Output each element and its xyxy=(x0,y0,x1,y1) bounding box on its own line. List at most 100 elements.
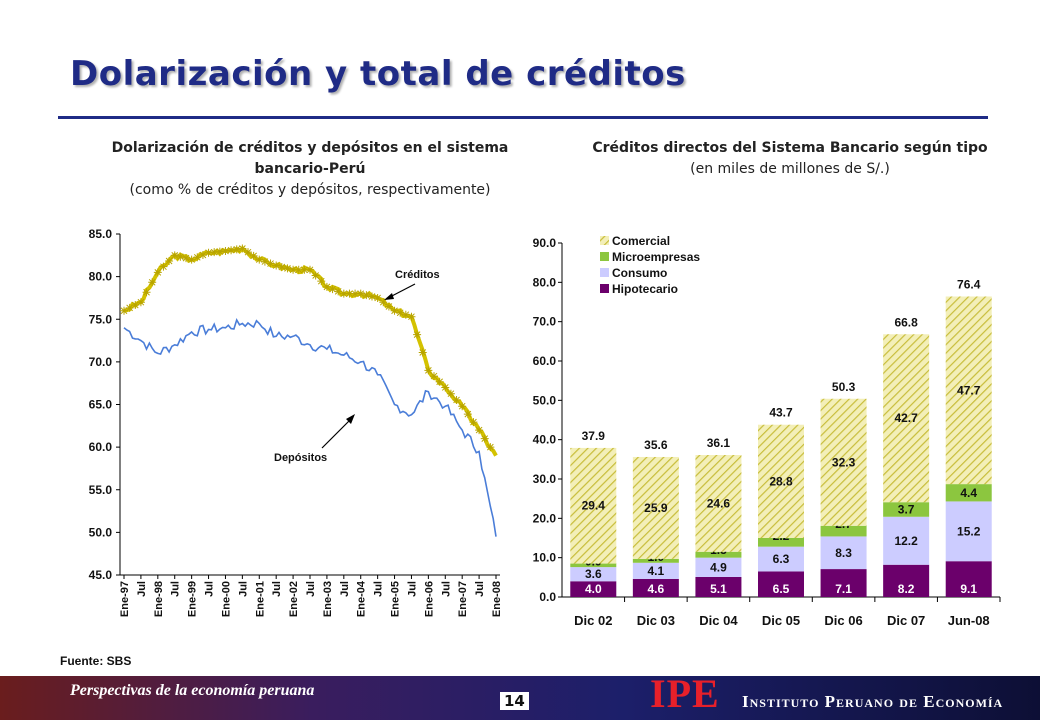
y-tick-label: 80.0 xyxy=(533,275,557,289)
bar-consumo-2 xyxy=(695,557,742,577)
y-tick-label: 20.0 xyxy=(533,511,557,525)
x-tick-label: Ene-01 xyxy=(254,581,266,617)
creditos-marker xyxy=(283,264,292,273)
series-creditos-line xyxy=(123,245,498,457)
bar-total-label: 35.6 xyxy=(644,438,668,452)
x-tick-label: Jul xyxy=(474,581,486,597)
bar-label-hipotecario: 4.0 xyxy=(585,582,602,596)
creditos-marker xyxy=(345,289,354,298)
creditos-marker xyxy=(198,251,207,260)
bar-label-consumo: 4.9 xyxy=(710,560,727,574)
creditos-marker xyxy=(424,366,433,375)
right-chart-header: Créditos directos del Sistema Bancario s… xyxy=(560,138,1020,180)
bar-label-comercial: 24.6 xyxy=(707,496,731,510)
creditos-marker xyxy=(446,389,455,398)
bar-total-label: 76.4 xyxy=(957,277,981,291)
creditos-marker xyxy=(317,277,326,286)
y-tick-label: 80.0 xyxy=(89,270,113,284)
creditos-marker xyxy=(221,247,230,256)
creditos-marker xyxy=(480,434,489,443)
creditos-marker xyxy=(153,268,162,277)
y-tick-label: 65.0 xyxy=(89,398,113,412)
bar-microempresas-5 xyxy=(883,502,930,517)
creditos-marker xyxy=(187,255,196,264)
creditos-marker xyxy=(249,251,258,260)
bar-total-label: 50.3 xyxy=(832,380,856,394)
y-tick-label: 50.0 xyxy=(89,525,113,539)
x-tick-label: Ene-04 xyxy=(356,580,368,617)
bar-consumo-1 xyxy=(632,562,679,579)
creditos-marker xyxy=(244,248,252,257)
bar-comercial-1 xyxy=(632,456,679,559)
y-tick-label: 60.0 xyxy=(533,354,557,368)
x-tick-label: Jul xyxy=(339,581,351,597)
legend-label-consumo: Consumo xyxy=(612,266,667,280)
bar-consumo-3 xyxy=(758,546,804,572)
y-tick-label: 85.0 xyxy=(89,227,113,241)
creditos-marker xyxy=(322,282,331,291)
creditos-marker xyxy=(131,301,140,310)
annotation-creditos: Créditos xyxy=(395,269,440,281)
bar-label-comercial: 29.4 xyxy=(582,499,606,513)
legend-label-microempresas: Microempresas xyxy=(612,250,700,264)
y-tick-label: 50.0 xyxy=(533,393,557,407)
bar-hipotecario-5 xyxy=(883,564,930,597)
creditos-marker xyxy=(334,287,343,296)
creditos-marker xyxy=(193,253,202,262)
bar-comercial-6 xyxy=(945,296,992,485)
bar-hipotecario-4 xyxy=(820,569,867,597)
annotation-depositos: Depósitos xyxy=(274,452,327,464)
bar-label-consumo: 4.1 xyxy=(648,564,665,578)
bar-total-label: 66.8 xyxy=(894,315,918,329)
y-tick-label: 40.0 xyxy=(533,433,557,447)
legend-swatch-hipotecario xyxy=(600,284,609,293)
bar-hipotecario-1 xyxy=(632,578,679,597)
x-tick-label: Ene-97 xyxy=(119,581,131,617)
x-tick-label: Jul xyxy=(373,581,385,597)
x-tick-label: Ene-00 xyxy=(220,581,232,617)
y-tick-label: 75.0 xyxy=(89,312,113,326)
x-tick-label: Jul xyxy=(136,581,148,597)
bar-hipotecario-2 xyxy=(695,576,742,597)
creditos-marker xyxy=(311,271,320,280)
creditos-marker xyxy=(294,265,303,274)
bar-label-hipotecario: 7.1 xyxy=(835,582,852,596)
bar-label-comercial: 32.3 xyxy=(832,455,856,469)
annotation-creditos-arrowhead xyxy=(384,293,394,300)
y-tick-label: 0.0 xyxy=(539,590,556,604)
bar-label-consumo: 15.2 xyxy=(957,524,981,538)
creditos-marker xyxy=(210,248,219,257)
creditos-marker xyxy=(238,244,247,253)
creditos-marker xyxy=(176,252,185,261)
x-tick-label: Jul xyxy=(440,581,452,597)
y-tick-label: 55.0 xyxy=(89,483,113,497)
creditos-marker xyxy=(452,395,461,404)
x-tick-label: Ene-03 xyxy=(322,581,334,617)
creditos-marker xyxy=(339,289,348,298)
creditos-marker xyxy=(227,246,236,255)
bar-label-comercial: 25.9 xyxy=(644,501,668,515)
x-tick-label: Ene-08 xyxy=(491,581,503,617)
creditos-marker xyxy=(255,255,264,264)
x-category-label: Dic 04 xyxy=(699,613,738,628)
y-tick-label: 10.0 xyxy=(533,551,557,565)
x-tick-label: Ene-06 xyxy=(423,581,435,617)
bar-label-consumo: 12.2 xyxy=(894,534,918,548)
creditos-marker xyxy=(204,248,213,257)
x-category-label: Dic 05 xyxy=(762,613,800,628)
creditos-marker xyxy=(430,372,438,381)
footer-text: Perspectivas de la economía peruana xyxy=(70,682,315,699)
creditos-marker xyxy=(435,377,444,386)
legend-label-hipotecario: Hipotecario xyxy=(612,282,678,296)
x-tick-label: Jul xyxy=(305,581,317,597)
creditos-marker xyxy=(362,291,371,300)
bar-label-hipotecario: 5.1 xyxy=(710,582,727,596)
bar-microempresas-1 xyxy=(632,558,679,563)
y-tick-label: 70.0 xyxy=(533,315,557,329)
bar-comercial-4 xyxy=(820,398,867,526)
bar-microempresas-6 xyxy=(945,484,992,502)
creditos-marker xyxy=(413,330,422,339)
creditos-marker xyxy=(418,348,427,357)
creditos-marker xyxy=(148,278,157,287)
bar-label-hipotecario: 9.1 xyxy=(960,582,977,596)
